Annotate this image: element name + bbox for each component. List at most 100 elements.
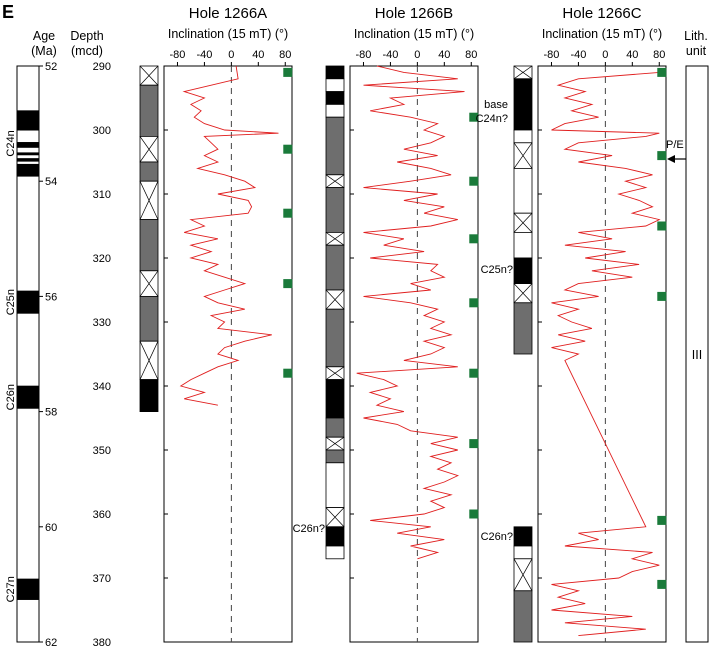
panel-xlabel: Inclination (15 mT) (°) xyxy=(168,27,288,41)
core-block xyxy=(325,379,345,419)
chron-block xyxy=(17,110,39,131)
chron-block xyxy=(17,163,39,177)
core-block xyxy=(513,231,533,259)
inclination-trace xyxy=(179,65,279,406)
core-block xyxy=(513,167,533,214)
core-break-marker xyxy=(657,291,667,301)
inclination-trace xyxy=(551,71,661,637)
chron-label: C25n xyxy=(5,289,17,315)
core-break-marker xyxy=(283,144,293,154)
core-cross xyxy=(139,65,159,86)
lith-header-1: Lith. xyxy=(684,29,708,43)
core-break-marker xyxy=(283,208,293,218)
depth-tick-label: 370 xyxy=(93,573,111,585)
core-break-marker xyxy=(469,439,479,449)
chron-label: C24n xyxy=(5,130,17,156)
depth-header-1: Depth xyxy=(70,29,103,43)
core-cross xyxy=(325,366,345,380)
core-break-marker xyxy=(469,112,479,122)
age-tick-label: 52 xyxy=(45,61,57,73)
age-header-1: Age xyxy=(33,29,55,43)
chron-block xyxy=(17,142,39,148)
core-block xyxy=(325,65,345,80)
depth-tick-label: 290 xyxy=(93,61,111,73)
x-tick-label: -80 xyxy=(356,49,372,61)
core-cross xyxy=(325,232,345,246)
panel-title: Hole 1266C xyxy=(562,5,641,22)
panel-letter: E xyxy=(2,2,14,22)
core-block xyxy=(139,219,159,272)
panel-title: Hole 1266A xyxy=(189,5,267,22)
core-block xyxy=(325,244,345,291)
plot-frame xyxy=(349,65,479,643)
core-block xyxy=(513,545,533,560)
x-tick-label: -80 xyxy=(544,49,560,61)
annotation-c26n-c: C26n? xyxy=(481,531,513,543)
core-break-marker xyxy=(657,515,667,525)
depth-tick-label: 320 xyxy=(93,253,111,265)
depth-tick-label: 380 xyxy=(93,637,111,649)
core-block xyxy=(513,257,533,285)
core-break-marker xyxy=(283,67,293,77)
core-block xyxy=(139,295,159,342)
depth-scale: 290 300 310 320 330 340 350 360 370 380 xyxy=(93,61,111,649)
core-cross xyxy=(325,436,345,451)
age-ticks: 52 54 56 58 60 62 xyxy=(39,61,57,649)
annotation-c26n-b: C26n? xyxy=(293,523,325,535)
lith-column-frame xyxy=(685,65,709,643)
x-tick-label: 80 xyxy=(653,49,665,61)
hole-1266a-panel: Hole 1266A Inclination (15 mT) (°) -80 -40 0… xyxy=(139,5,293,643)
core-break-marker xyxy=(657,67,667,77)
pe-arrow-icon xyxy=(667,155,686,163)
core-cross xyxy=(325,174,345,188)
depth-tick-label: 330 xyxy=(93,317,111,329)
panel-xlabel: Inclination (15 mT) (°) xyxy=(354,27,474,41)
core-cross xyxy=(513,558,533,591)
plot-frame xyxy=(163,65,293,643)
annotation-base-2: C24n? xyxy=(476,113,508,125)
core-block xyxy=(325,91,345,105)
panel-title: Hole 1266B xyxy=(375,5,453,22)
core-break-marker xyxy=(657,151,667,161)
age-tick-label: 56 xyxy=(45,291,57,303)
chron-block xyxy=(17,385,39,409)
core-block xyxy=(325,116,345,176)
core-cross xyxy=(139,136,159,163)
core-break-marker xyxy=(657,579,667,589)
core-block xyxy=(325,78,345,93)
depth-header-2: (mcd) xyxy=(71,44,103,58)
depth-tick-label: 350 xyxy=(93,445,111,457)
core-block xyxy=(325,526,345,547)
chron-block xyxy=(17,290,39,314)
x-tick-label: 40 xyxy=(626,49,638,61)
core-cross xyxy=(513,212,533,233)
depth-tick-label: 340 xyxy=(93,381,111,393)
plot-frame xyxy=(537,65,667,643)
chron-labels: C24n C25n C26n C27n xyxy=(5,130,17,602)
core-block xyxy=(139,379,159,413)
core-block xyxy=(325,462,345,508)
age-tick-label: 54 xyxy=(45,176,57,188)
chron-blocks xyxy=(17,110,39,600)
x-tick-label: 40 xyxy=(252,49,264,61)
core-block xyxy=(325,308,345,368)
annotation-base-1: base xyxy=(484,99,508,111)
x-tick-label: -80 xyxy=(170,49,186,61)
depth-tick-label: 310 xyxy=(93,189,111,201)
lith-header-2: unit xyxy=(686,44,707,58)
x-tick-label: 0 xyxy=(602,49,608,61)
core-block xyxy=(513,302,533,355)
x-tick-label: 80 xyxy=(279,49,291,61)
age-column-frame xyxy=(16,65,40,643)
core-block xyxy=(139,84,159,137)
core-cross xyxy=(513,283,533,304)
core-break-marker xyxy=(469,509,479,519)
core-cross xyxy=(513,142,533,169)
age-tick-label: 58 xyxy=(45,407,57,419)
core-block xyxy=(325,187,345,233)
core-block xyxy=(325,104,345,118)
depth-tick-label: 300 xyxy=(93,125,111,137)
x-tick-label: -40 xyxy=(382,49,398,61)
x-tick-label: -40 xyxy=(570,49,586,61)
